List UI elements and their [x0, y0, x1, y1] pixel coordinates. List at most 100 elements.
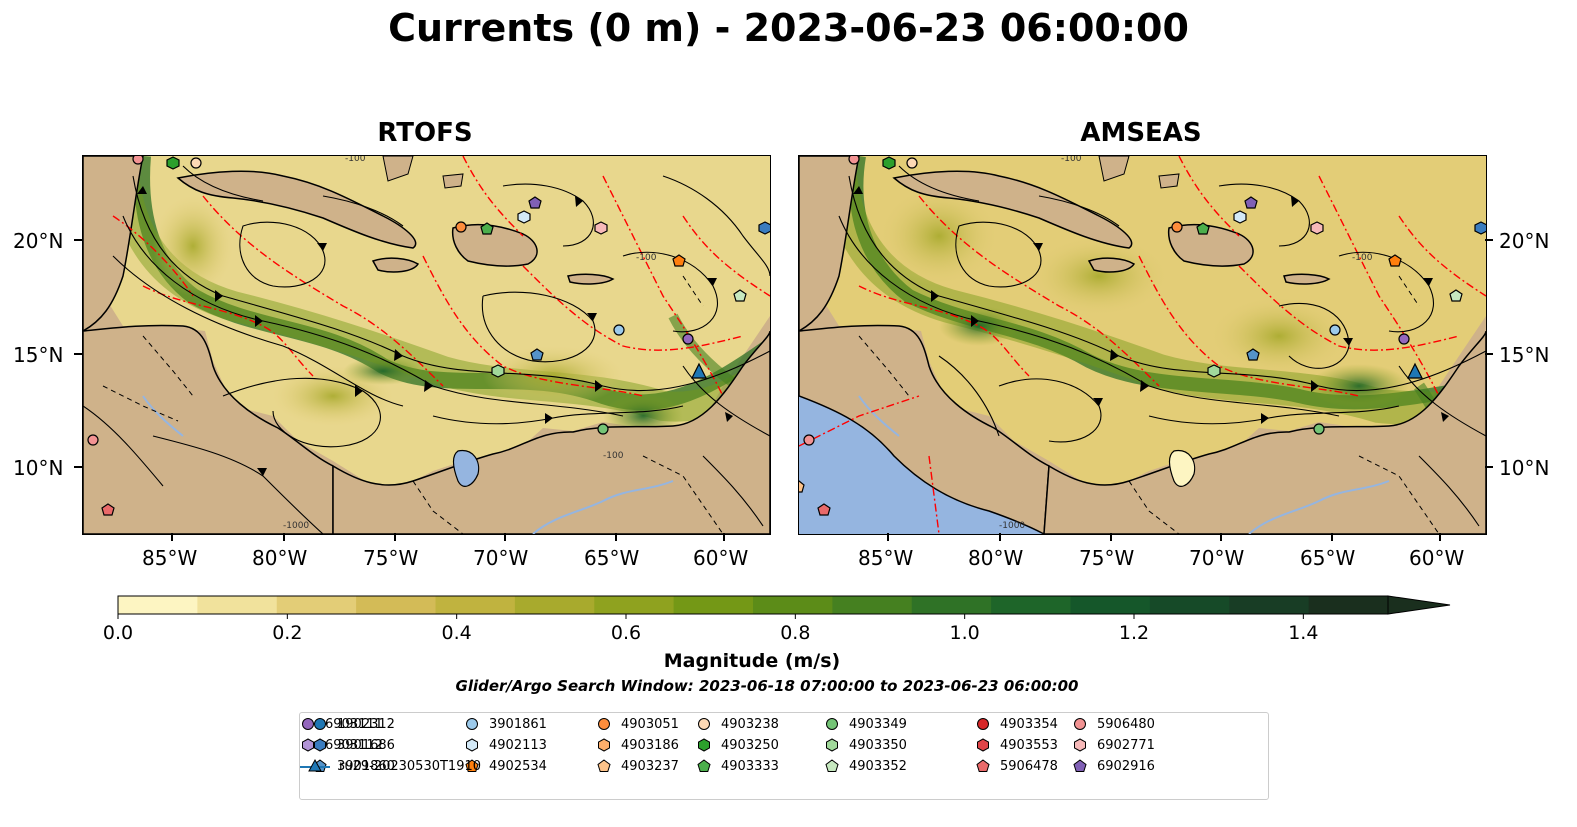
lake-maracaibo	[452, 449, 480, 487]
legend-item-label: 4903349	[849, 716, 907, 732]
colorbar-segment	[118, 596, 198, 614]
legend-item-label: 4903051	[621, 716, 679, 732]
legend-item-label: 6902916	[1097, 758, 1155, 774]
legend-item: 6902771	[1072, 737, 1155, 753]
hispaniola	[451, 223, 538, 267]
circle-marker-icon	[598, 718, 610, 730]
legend-item: 6903112	[300, 737, 383, 753]
legend-item: 3901861	[464, 716, 547, 732]
colorbar-segment	[1229, 596, 1310, 614]
jamaica	[371, 257, 420, 273]
xtick-60w-right: 60°W	[1409, 546, 1465, 570]
colorbar-tick-label: 1.0	[949, 622, 980, 644]
search-window-text: Glider/Argo Search Window: 2023-06-18 07…	[455, 677, 1079, 695]
hexagon-marker-icon	[302, 738, 314, 752]
legend-item: 4903352	[824, 758, 907, 774]
legend-item: 5906480	[1072, 716, 1155, 732]
legend-item: 3901686	[312, 737, 395, 753]
legend-item-label: 4903354	[1000, 716, 1058, 732]
pentagon-marker-icon	[1073, 759, 1087, 772]
glider-marker-icon	[300, 758, 330, 772]
pentagon-marker-icon	[597, 759, 611, 772]
river	[858, 395, 1390, 534]
legend-item: 4903237	[596, 758, 679, 774]
legend-item-label: 4903333	[721, 758, 779, 774]
legend-item: 4903354	[975, 716, 1058, 732]
legend-item-label: 4902534	[489, 758, 547, 774]
colorbar-segment	[1308, 596, 1389, 614]
ytick-15n-left: 15°N	[13, 343, 64, 367]
circle-marker-icon	[314, 718, 326, 730]
legend-item-label: 1902312	[337, 716, 395, 732]
legend-item-label: 4903237	[621, 758, 679, 774]
colorbar-segment	[1149, 596, 1230, 614]
legend-item-label: 4903553	[1000, 737, 1058, 753]
legend-item-label: 5906480	[1097, 716, 1155, 732]
pentagon-marker-icon	[697, 759, 711, 772]
legend: 1902312 3901686 3901860 3901861 4902113 49025…	[299, 712, 1269, 800]
colorbar-segment	[514, 596, 595, 614]
cuba	[176, 170, 417, 249]
jamaica	[1087, 257, 1136, 273]
bahamas	[382, 156, 464, 189]
colorbar-tick-label: 1.2	[1118, 622, 1150, 644]
legend-item-label: 6902771	[1097, 737, 1155, 753]
xtick-70w-right: 70°W	[1189, 546, 1245, 570]
legend-item: 4903250	[696, 737, 779, 753]
colorbar-segment	[594, 596, 675, 614]
legend-item: 4903333	[696, 758, 779, 774]
legend-item-label: 3901861	[489, 716, 547, 732]
legend-item: ru29-20230530T1910	[300, 758, 481, 774]
svg-text:-100: -100	[345, 156, 366, 164]
colorbar-segment	[435, 596, 516, 614]
colorbar-segment	[1070, 596, 1151, 614]
legend-item: 4902534	[464, 758, 547, 774]
legend-item: 4903051	[596, 716, 679, 732]
legend-item-label: ru29-20230530T1910	[339, 758, 482, 774]
yucatan	[83, 156, 144, 332]
river	[142, 395, 674, 534]
map-amseas: -100 -100 -1000	[798, 155, 1487, 535]
hexagon-marker-icon	[698, 738, 710, 752]
ytick-20n-left: 20°N	[13, 229, 64, 253]
colorbar-tick-label: 1.4	[1288, 622, 1319, 644]
svg-text:-100: -100	[1352, 253, 1373, 263]
xtick-70w-left: 70°W	[473, 546, 529, 570]
colorbar-segment	[991, 596, 1071, 614]
circle-marker-icon	[826, 718, 838, 730]
circle-marker-icon	[698, 718, 710, 730]
colorbar-tick-label: 0.4	[441, 622, 472, 644]
xtick-85w-left: 85°W	[142, 546, 198, 570]
colorbar-tick-label: 0.0	[102, 622, 134, 644]
colorbar-frame	[117, 595, 1389, 615]
colorbar-tick-label: 0.2	[272, 622, 303, 644]
central-america	[799, 324, 1050, 534]
legend-item-label: 3901860	[337, 758, 395, 774]
circle-marker-icon	[466, 718, 478, 730]
legend-item-label: 5906478	[1000, 758, 1058, 774]
yucatan	[799, 156, 860, 332]
figure-title: Currents (0 m) - 2023-06-23 06:00:00	[388, 6, 1189, 50]
legend-item-label: 4903186	[621, 737, 679, 753]
colorbar-segment	[673, 596, 754, 614]
xtick-75w-right: 75°W	[1079, 546, 1135, 570]
hexagon-marker-icon	[977, 738, 989, 752]
legend-item: 4903186	[596, 737, 679, 753]
pentagon-marker-icon	[825, 759, 839, 772]
xtick-80w-left: 80°W	[252, 546, 308, 570]
svg-text:-1000: -1000	[283, 521, 309, 531]
svg-text:-1000: -1000	[999, 521, 1025, 531]
panel-title-rtofs: RTOFS	[377, 118, 473, 148]
legend-item-label: 4903350	[849, 737, 907, 753]
circle-marker-icon	[977, 718, 989, 730]
legend-item-label: 6903112	[325, 737, 383, 753]
map-rtofs-canvas: -100 -100 -100 -1000	[83, 156, 770, 534]
legend-item: 1902312	[312, 716, 395, 732]
legend-item: 6902916	[1072, 758, 1155, 774]
hexagon-marker-icon	[598, 738, 610, 752]
pentagon-marker-icon	[976, 759, 990, 772]
colorbar-segment	[911, 596, 992, 614]
ytick-15n-right: 15°N	[1499, 343, 1550, 367]
legend-item: 4903349	[824, 716, 907, 732]
axes-ticks	[74, 239, 1493, 541]
